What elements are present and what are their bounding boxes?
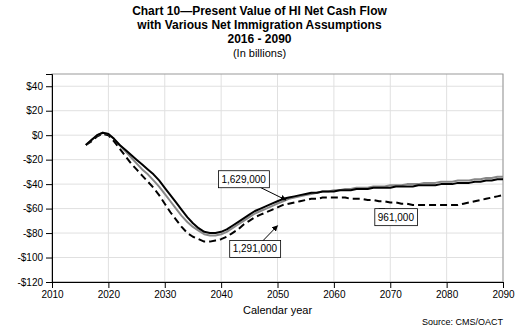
- tick-label: -$100: [17, 252, 43, 263]
- tick-label: -$120: [17, 277, 43, 288]
- tick-label: $0: [32, 130, 44, 141]
- tick-mark: [46, 258, 52, 259]
- tick-mark: [46, 86, 52, 87]
- tick-label: 2040: [211, 289, 234, 300]
- axis-line: [53, 283, 504, 289]
- tick-label: 2060: [323, 289, 346, 300]
- tick: -$120: [17, 277, 52, 288]
- tick-mark: [46, 160, 52, 161]
- tick-mark: [46, 209, 52, 210]
- tick-mark: [46, 184, 52, 185]
- tick: 2080: [436, 282, 459, 300]
- y-axis: $40 $20 $0 -$20 -$40 -$60 -$80 -$100 -$120: [17, 75, 52, 288]
- annotation-text: 1,629,000: [221, 174, 266, 185]
- tick: -$40: [23, 179, 52, 190]
- tick-mark: [447, 282, 448, 288]
- title-line: with Various Net Immigration Assumptions: [136, 18, 382, 32]
- tick: $0: [32, 130, 52, 141]
- tick: 2060: [323, 282, 346, 300]
- tick: -$60: [23, 203, 52, 214]
- tick: 2070: [380, 282, 403, 300]
- grid-line: [52, 233, 503, 234]
- plot-frame: [52, 74, 503, 282]
- annotation-text: 961,000: [378, 212, 415, 223]
- line: [86, 134, 503, 242]
- tick: 2050: [267, 282, 290, 300]
- grid-line: [52, 135, 503, 136]
- tick-label: 2050: [267, 289, 290, 300]
- title-line: 2016 - 2090: [227, 32, 291, 46]
- grid-line: [52, 86, 503, 87]
- tick-mark: [46, 233, 52, 234]
- grid-line: [446, 74, 447, 282]
- annotations: 1,629,000 1,291,000 961,000: [218, 171, 417, 258]
- tick-mark: [334, 282, 335, 288]
- tick-label: 2070: [380, 289, 403, 300]
- tick: 2030: [154, 282, 177, 300]
- tick: -$80: [23, 228, 52, 239]
- tick-mark: [46, 282, 52, 283]
- tick-label: $40: [26, 81, 43, 92]
- axis-line: [46, 75, 53, 283]
- grid-line: [108, 74, 109, 282]
- tick-mark: [503, 282, 504, 288]
- tick-label: 2080: [436, 289, 459, 300]
- tick-mark: [165, 282, 166, 288]
- tick: 2090: [492, 282, 515, 300]
- annotation: 1,291,000: [230, 226, 281, 258]
- annotation: 1,629,000: [218, 171, 286, 200]
- annotation-box: [230, 240, 281, 257]
- line: [86, 133, 503, 236]
- plot-area: [86, 133, 503, 242]
- tick-label: 2090: [492, 289, 515, 300]
- tick-label: -$80: [23, 228, 43, 239]
- tick-label: $20: [26, 105, 43, 116]
- line: [86, 133, 503, 233]
- tick: 2040: [211, 282, 234, 300]
- grid: [52, 74, 503, 282]
- annotation-text: 1,291,000: [233, 243, 278, 254]
- tick-label: -$60: [23, 203, 43, 214]
- x-axis-title: Calendar year: [243, 304, 312, 316]
- grid-line: [52, 110, 503, 111]
- annotation-box: [218, 171, 269, 188]
- grid-line: [164, 74, 165, 282]
- tick-mark: [46, 135, 52, 136]
- tick: $20: [26, 105, 52, 116]
- tick-mark: [278, 282, 279, 288]
- title: Chart 10—Present Value of HI Net Cash Fl…: [132, 4, 387, 46]
- tick-mark: [108, 282, 109, 288]
- title-line: Chart 10—Present Value of HI Net Cash Fl…: [132, 4, 387, 18]
- tick-mark: [46, 111, 52, 112]
- annotation-box: [375, 209, 418, 226]
- tick-mark: [221, 282, 222, 288]
- tick: $40: [26, 81, 52, 92]
- grid-line: [390, 74, 391, 282]
- tick: 2010: [41, 282, 64, 300]
- tick-label: 2020: [98, 289, 121, 300]
- tick: 2020: [98, 282, 121, 300]
- tick-label: 2030: [154, 289, 177, 300]
- tick-label: -$40: [23, 179, 43, 190]
- subtitle: (In billions): [233, 47, 286, 59]
- x-axis: 2010 2020 2030 2040 2050 2060 2070 2080 2090: [41, 282, 515, 300]
- tick-label: -$20: [23, 154, 43, 165]
- grid-line: [333, 74, 334, 282]
- tick: -$20: [23, 154, 52, 165]
- grid-line: [52, 159, 503, 160]
- tick-mark: [390, 282, 391, 288]
- source: Source: CMS/OACT: [422, 317, 504, 327]
- tick-label: 2010: [41, 289, 64, 300]
- annotation: 961,000: [375, 209, 418, 226]
- chart: 201020202030204020502060207020802090$40$…: [0, 0, 519, 328]
- tick: -$100: [17, 252, 52, 263]
